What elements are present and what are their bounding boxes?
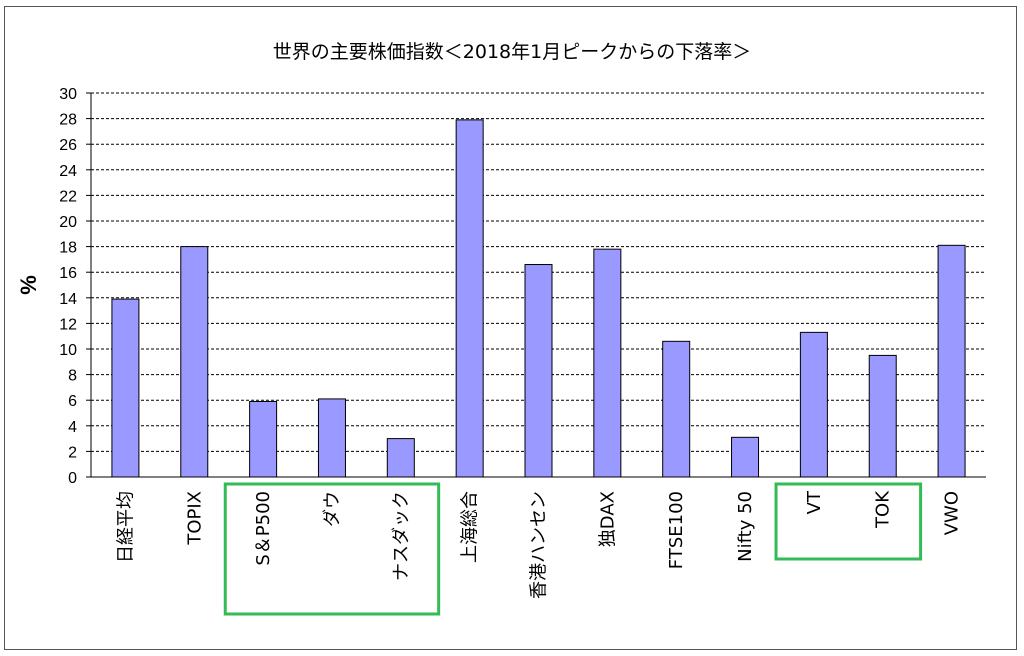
y-tick-label: 12	[59, 316, 77, 333]
bar	[731, 436, 760, 478]
category-label: FTSE100	[666, 491, 687, 569]
y-tick-label: 0	[68, 470, 77, 487]
bar	[593, 248, 622, 478]
category-label: S＆P500	[253, 491, 274, 566]
y-tick-label: 10	[59, 342, 77, 359]
chart-title: 世界の主要株価指数＜2018年1月ピークからの下落率＞	[273, 41, 751, 63]
category-label: 香港ハンセン	[529, 491, 550, 599]
y-tick-label: 24	[59, 163, 77, 180]
category-label: 日経平均	[115, 491, 136, 563]
bar	[524, 264, 553, 478]
category-label: Nifty 50	[735, 491, 756, 562]
y-axis-label: %	[16, 275, 41, 295]
y-tick-label: 26	[59, 137, 77, 154]
category-label: VWO	[942, 491, 963, 535]
bar	[937, 244, 966, 478]
category-label: ダウ	[322, 491, 343, 527]
y-tick-label: 2	[68, 444, 77, 461]
category-label: TOK	[873, 490, 894, 529]
y-tick-label: 8	[68, 368, 77, 385]
bar	[799, 331, 828, 478]
category-labels: 日経平均 TOPIX S＆P500 ダウ ナスダック 上海総合 香港ハンセン 独DAX FTSE…	[115, 490, 962, 599]
bar	[662, 340, 691, 478]
bar	[868, 354, 897, 478]
bar	[249, 400, 278, 478]
y-tick-label: 6	[68, 393, 77, 410]
highlight-boxes	[223, 482, 923, 616]
category-label: TOPIX	[184, 491, 205, 546]
chart-frame	[4, 6, 1017, 650]
y-tick-label: 4	[68, 419, 77, 436]
y-tick-label: 28	[59, 112, 77, 129]
category-label: 上海総合	[460, 491, 481, 563]
bar	[317, 398, 346, 478]
category-label: ナスダック	[391, 491, 412, 581]
highlight-box	[223, 482, 441, 616]
category-label: VT	[804, 490, 825, 514]
bar	[180, 246, 209, 478]
y-tick-label: 20	[59, 214, 77, 231]
y-tick-label: 16	[59, 265, 77, 282]
category-label: 独DAX	[597, 491, 618, 547]
y-tick-label: 14	[59, 291, 77, 308]
bar	[455, 119, 484, 478]
y-tick-label: 22	[59, 188, 77, 205]
bar	[386, 438, 415, 478]
y-tick-label: 30	[59, 86, 77, 103]
bars	[111, 119, 966, 478]
y-tick-label: 18	[59, 240, 77, 257]
bar	[111, 298, 140, 478]
highlight-box	[774, 482, 923, 561]
